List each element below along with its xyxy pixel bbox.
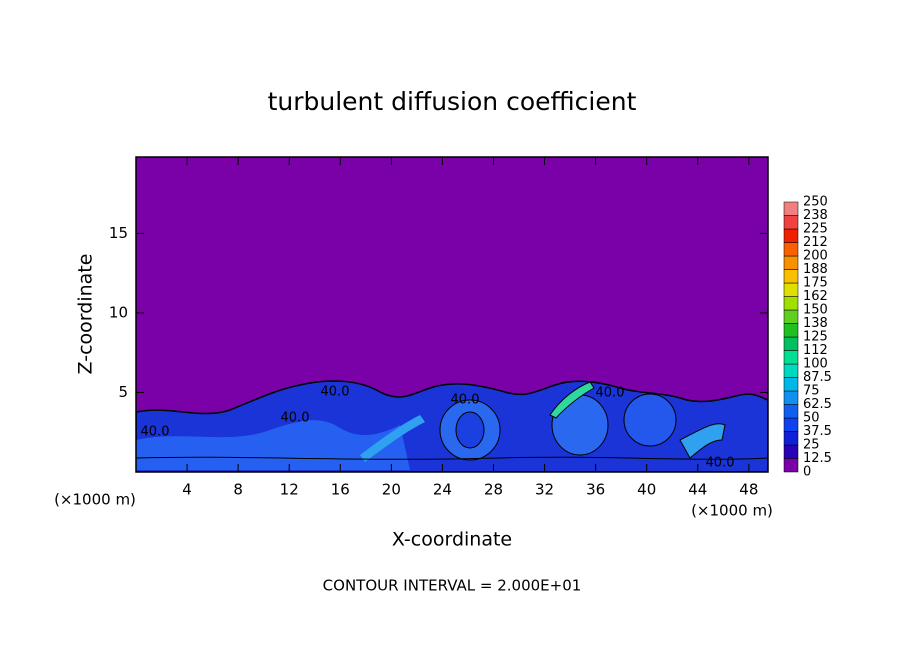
y-axis-label: Z-coordinate bbox=[75, 254, 97, 375]
colorbar-box bbox=[783, 336, 799, 351]
colorbar-box bbox=[783, 350, 799, 365]
colorbar-label: 125 bbox=[803, 330, 828, 345]
colorbar-box bbox=[783, 228, 799, 243]
field-region bbox=[549, 381, 595, 419]
colorbar-box bbox=[783, 390, 799, 405]
field-region bbox=[455, 411, 485, 449]
y-tick-label: 5 bbox=[118, 383, 128, 401]
colorbar-box bbox=[783, 309, 799, 324]
contour-label: 40.0 bbox=[141, 425, 170, 440]
x-axis-label: X-coordinate bbox=[392, 529, 512, 551]
colorbar-label: 75 bbox=[803, 384, 820, 399]
x-unit-label: (×1000 m) bbox=[691, 502, 773, 520]
contour-label: 40.0 bbox=[596, 386, 625, 401]
colorbar-box bbox=[783, 255, 799, 270]
x-tick-label: 12 bbox=[280, 481, 299, 499]
colorbar-label: 62.5 bbox=[803, 397, 832, 412]
x-tick-label: 16 bbox=[331, 481, 350, 499]
colorbar-box bbox=[783, 444, 799, 459]
x-tick-label: 28 bbox=[484, 481, 503, 499]
field-region bbox=[623, 393, 677, 447]
footer: CONTOUR INTERVAL = 2.000E+01 bbox=[323, 577, 582, 595]
colorbar-label: 138 bbox=[803, 316, 828, 331]
y-tick-label: 15 bbox=[109, 224, 128, 242]
colorbar-label: 12.5 bbox=[803, 451, 832, 466]
x-tick-label: 32 bbox=[535, 481, 554, 499]
colorbar-box bbox=[783, 417, 799, 432]
plot-frame bbox=[135, 156, 769, 473]
contour-line bbox=[136, 456, 768, 460]
chart-title: turbulent diffusion coefficient bbox=[268, 87, 637, 116]
field bbox=[136, 157, 768, 472]
x-tick-label: 24 bbox=[433, 481, 452, 499]
x-tick-label: 48 bbox=[739, 481, 758, 499]
contour-label: 40.0 bbox=[321, 385, 350, 400]
colorbar-label: 112 bbox=[803, 343, 828, 358]
x-tick-label: 36 bbox=[586, 481, 605, 499]
y-tick-label: 10 bbox=[109, 303, 128, 321]
colorbar-box bbox=[783, 242, 799, 257]
colorbar-label: 162 bbox=[803, 289, 828, 304]
colorbar-label: 25 bbox=[803, 438, 820, 453]
colorbar-label: 225 bbox=[803, 222, 828, 237]
x-unit-label: (×1000 m) bbox=[54, 491, 136, 509]
colorbar-box bbox=[783, 377, 799, 392]
colorbar-label: 87.5 bbox=[803, 370, 832, 385]
colorbar-label: 175 bbox=[803, 276, 828, 291]
contour-label: 40.0 bbox=[451, 393, 480, 408]
colorbar-box bbox=[783, 215, 799, 230]
field-region bbox=[679, 423, 726, 459]
colorbar-label: 200 bbox=[803, 249, 828, 264]
contour-label: 40.0 bbox=[706, 456, 735, 471]
colorbar-box bbox=[783, 363, 799, 378]
colorbar-box bbox=[783, 269, 799, 284]
field-region bbox=[360, 415, 425, 462]
colorbar-label: 100 bbox=[803, 357, 828, 372]
colorbar-label: 37.5 bbox=[803, 424, 832, 439]
colorbar-box bbox=[783, 323, 799, 338]
colorbar-box bbox=[783, 201, 799, 216]
colorbar-box bbox=[783, 458, 799, 473]
colorbar-box bbox=[783, 296, 799, 311]
colorbar-box bbox=[783, 282, 799, 297]
colorbar-label: 188 bbox=[803, 262, 828, 277]
colorbar-label: 0 bbox=[803, 465, 811, 480]
contour-label: 40.0 bbox=[281, 411, 310, 426]
colorbar-label: 212 bbox=[803, 235, 828, 250]
x-tick-label: 4 bbox=[182, 481, 192, 499]
x-tick-label: 44 bbox=[688, 481, 707, 499]
x-tick-label: 40 bbox=[637, 481, 656, 499]
colorbar-label: 150 bbox=[803, 303, 828, 318]
x-tick-label: 20 bbox=[382, 481, 401, 499]
colorbar-label: 250 bbox=[803, 195, 828, 210]
colorbar-box bbox=[783, 431, 799, 446]
colorbar-label: 50 bbox=[803, 411, 820, 426]
colorbar-box bbox=[783, 404, 799, 419]
x-tick-label: 8 bbox=[233, 481, 243, 499]
colorbar-label: 238 bbox=[803, 208, 828, 223]
